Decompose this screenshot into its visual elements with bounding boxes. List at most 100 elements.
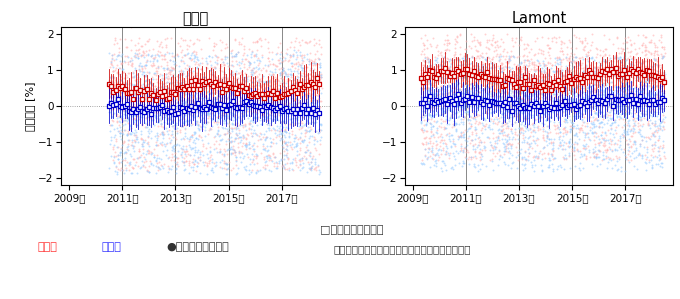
Point [565,94,576,99]
Point [223,77,234,82]
Point [560,106,571,111]
Point [563,91,574,95]
Point [541,104,552,109]
Point [115,130,126,135]
Point [105,87,116,91]
Point [201,61,212,65]
Point [179,159,190,164]
Point [238,108,249,113]
Point [153,102,164,106]
Point [645,109,656,113]
Point [575,39,585,43]
Point [627,74,638,79]
Point [137,66,148,71]
Point [509,114,520,119]
Point [131,77,142,81]
Point [650,102,661,106]
Point [431,71,442,75]
Point [630,148,641,153]
Point [305,165,316,170]
Point [195,81,206,86]
Point [492,104,503,109]
Point [156,122,167,126]
Point [592,103,602,107]
Point [450,128,461,132]
Point [188,99,199,104]
Point [238,135,249,140]
Point [598,157,609,161]
Point [568,149,579,153]
Point [565,126,576,131]
Point [423,85,434,90]
Point [282,66,293,71]
Point [534,112,545,117]
Point [548,120,559,125]
Point [639,95,650,100]
Point [134,88,145,92]
Point [107,65,118,69]
Point [511,155,522,159]
Point [575,82,585,86]
Point [634,78,645,83]
Point [534,73,545,78]
Point [578,165,589,170]
Point [119,140,130,144]
Point [157,94,168,99]
Point [198,163,209,167]
Point [311,115,322,120]
Point [294,152,305,157]
Point [246,134,257,139]
Point [303,112,314,117]
Point [253,78,264,83]
Point [143,71,154,76]
Point [477,101,488,106]
Point [507,86,518,91]
Point [530,91,541,96]
Point [297,166,308,171]
Point [538,145,549,150]
Point [129,96,140,101]
Point [478,62,489,67]
Point [213,100,224,105]
Point [225,71,236,76]
Point [473,66,483,71]
Point [303,148,313,152]
Point [471,48,481,53]
Point [471,113,482,118]
Point [233,166,243,171]
Point [109,58,120,62]
Point [596,132,607,137]
Point [104,78,115,83]
Point [519,59,530,64]
Point [624,68,634,73]
Point [231,154,242,159]
Point [424,63,435,68]
Point [519,155,530,160]
Point [138,70,149,74]
Point [280,51,291,55]
Point [547,79,558,84]
Point [192,109,203,114]
Point [498,90,509,94]
Point [612,35,623,40]
Point [538,49,549,54]
Point [568,89,579,94]
Point [656,146,667,151]
Point [309,61,320,65]
Point [143,36,154,41]
Point [490,103,501,108]
Point [576,62,587,67]
Point [255,98,266,103]
Point [525,89,536,94]
Point [222,116,233,121]
Point [525,95,536,100]
Point [185,94,196,99]
Point [312,80,323,84]
Point [292,74,303,79]
Point [197,106,207,111]
Point [428,65,439,70]
Point [539,70,549,75]
Point [292,54,303,59]
Point [627,80,638,85]
Point [647,65,658,69]
